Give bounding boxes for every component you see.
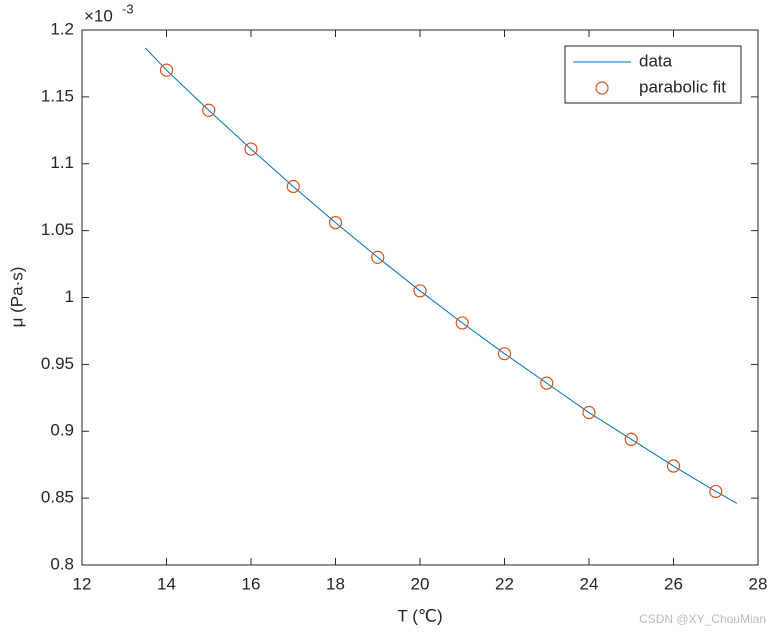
- data-point: [413, 284, 427, 298]
- x-tick-label: 22: [495, 574, 514, 593]
- legend-box: [564, 45, 742, 104]
- y-tick-label: 1.2: [50, 19, 74, 38]
- x-tick-label: 24: [580, 574, 599, 593]
- x-tick-label: 28: [749, 574, 768, 593]
- y-tick-label: 0.9: [50, 421, 74, 440]
- data-point: [709, 484, 723, 499]
- data-point: [582, 405, 596, 420]
- y-tick-label: 0.85: [41, 488, 74, 507]
- y-exponent-power: -3: [122, 1, 134, 16]
- data-point: [371, 250, 385, 264]
- x-tick-label: 14: [157, 574, 176, 593]
- legend-label: parabolic fit: [639, 77, 726, 96]
- plot-area: [81, 29, 759, 566]
- y-tick-label: 1: [65, 287, 74, 306]
- x-axis-label: T (℃): [397, 606, 442, 625]
- data-line: [145, 47, 738, 504]
- legend-swatch: [595, 81, 609, 95]
- x-tick-label: 20: [411, 574, 430, 593]
- y-tick-label: 1.1: [50, 153, 74, 172]
- y-tick-label: 1.05: [41, 220, 74, 239]
- y-axis-label: μ (Pa·s): [7, 267, 26, 328]
- data-point: [540, 376, 554, 390]
- data-point: [159, 63, 174, 77]
- legend-label: data: [639, 51, 673, 70]
- x-tick-label: 18: [326, 574, 345, 593]
- data-point: [666, 459, 681, 473]
- y-tick-label: 1.15: [41, 86, 74, 105]
- data-point: [202, 103, 216, 117]
- data-point: [244, 142, 258, 156]
- y-tick-label: 0.95: [41, 354, 74, 373]
- watermark: CSDN @XY_ChouMian: [639, 612, 766, 626]
- y-tick-label: 0.8: [50, 554, 74, 573]
- data-point: [286, 179, 300, 194]
- x-tick-label: 26: [664, 574, 683, 593]
- data-point: [497, 347, 512, 361]
- data-point: [455, 316, 469, 330]
- x-tick-label: 12: [73, 574, 92, 593]
- data-point: [624, 432, 638, 446]
- data-point: [328, 216, 343, 230]
- y-exponent-base: ×10: [84, 6, 113, 25]
- x-tick-label: 16: [242, 574, 261, 593]
